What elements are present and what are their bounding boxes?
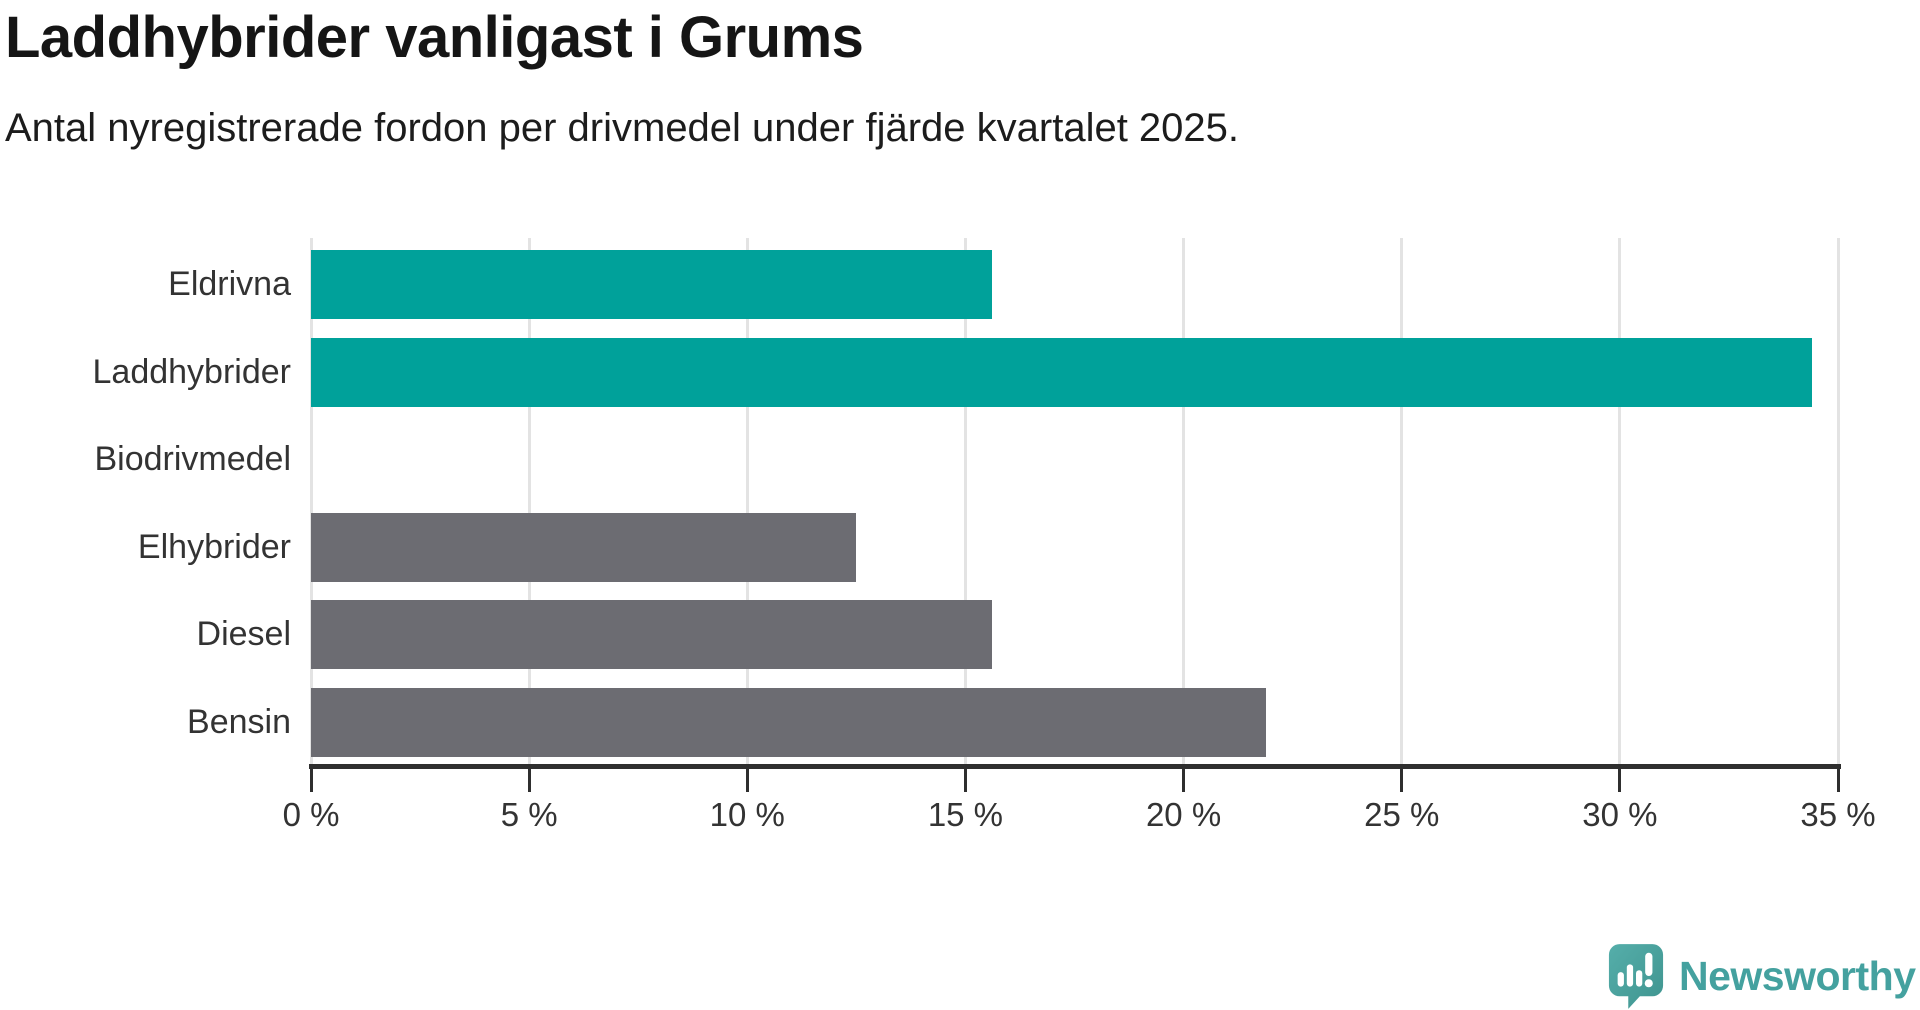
gridline — [1836, 238, 1840, 767]
bar-elhybrider — [311, 512, 856, 582]
category-label: Diesel — [196, 615, 291, 653]
x-axis-tick-label: 10 % — [709, 796, 785, 833]
x-axis-tick-label: 20 % — [1145, 796, 1222, 833]
newsworthy-bubble-bar-chart-icon — [1608, 944, 1664, 1009]
x-axis-tick — [527, 768, 531, 792]
x-axis-tick-label: 30 % — [1582, 796, 1658, 833]
x-axis-tick-label: 5 % — [500, 796, 558, 833]
x-axis-tick-label: 0 % — [282, 796, 340, 833]
x-axis-tick-label: 25 % — [1364, 796, 1440, 833]
x-axis-tick-label: 15 % — [927, 796, 1004, 833]
category-label: Biodrivmedel — [94, 440, 291, 478]
gridline — [527, 238, 531, 767]
category-label: Eldrivna — [168, 265, 291, 303]
gridline — [309, 238, 313, 767]
category-label: Laddhybrider — [92, 352, 291, 391]
category-label: Elhybrider — [137, 527, 291, 566]
bar-eldrivna — [311, 250, 992, 319]
chart: Eldrivna Laddhybrider Biodrivmedel Elhybrid… — [92, 238, 1876, 833]
bar-bensin — [311, 687, 1266, 757]
gridline — [963, 238, 967, 767]
gridline — [745, 238, 749, 767]
x-axis-tick — [309, 768, 313, 792]
x-axis-tick-label: 35 % — [1800, 796, 1876, 833]
bar-laddhybrider — [311, 337, 1812, 407]
chart-title: Laddhybrider vanligast i Grums — [5, 5, 864, 70]
x-axis-tick — [1182, 768, 1186, 792]
x-axis-tick — [745, 768, 749, 792]
gridline — [1182, 238, 1186, 767]
newsworthy-logo: Newsworthy — [1607, 942, 1916, 1010]
x-axis-tick — [1836, 768, 1840, 792]
x-axis-tick — [1618, 768, 1622, 792]
gridline — [1400, 238, 1404, 767]
gridline — [1618, 238, 1622, 767]
chart-subtitle: Antal nyregistrerade fordon per drivmede… — [5, 106, 1240, 150]
newsworthy-wordmark: Newsworthy — [1679, 952, 1916, 999]
x-axis-tick — [963, 768, 967, 792]
x-axis-line — [309, 764, 1841, 769]
bar-diesel — [311, 600, 992, 669]
x-axis-tick — [1400, 768, 1404, 792]
category-label: Bensin — [187, 702, 291, 741]
